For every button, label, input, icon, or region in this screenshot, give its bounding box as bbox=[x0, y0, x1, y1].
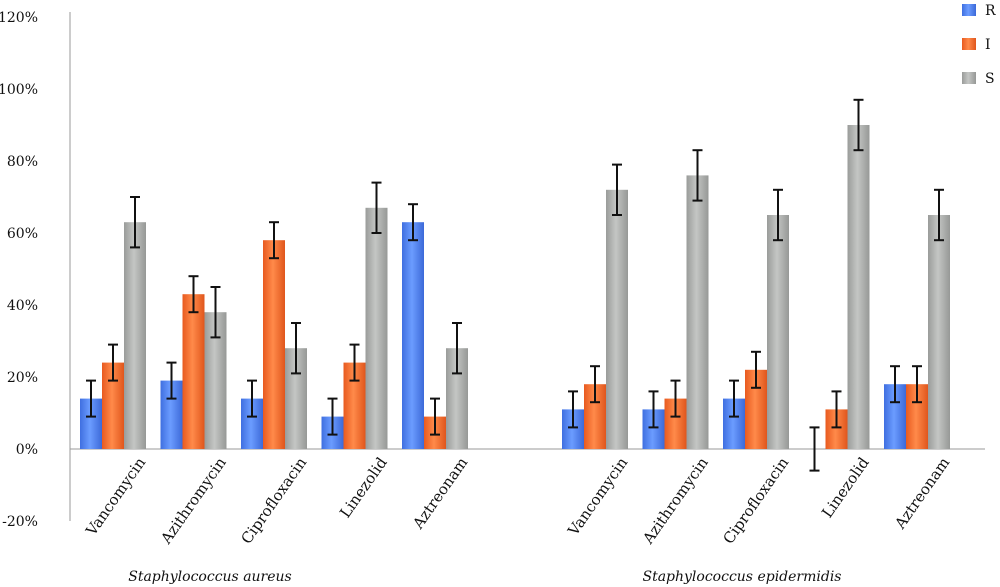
bar-R bbox=[642, 409, 665, 449]
bar-I bbox=[906, 384, 928, 449]
category-label: Azithromycin bbox=[639, 454, 712, 548]
y-tick-label: 60% bbox=[7, 226, 38, 242]
y-tick-label: 100% bbox=[0, 82, 38, 98]
legend-swatch-R bbox=[962, 4, 976, 16]
bar-I bbox=[664, 398, 687, 449]
group-label: Staphylococcus aureus bbox=[128, 569, 292, 585]
bar-S bbox=[928, 215, 950, 449]
legend: R I S bbox=[962, 3, 996, 87]
legend-label-R: R bbox=[985, 3, 996, 19]
error-bars bbox=[86, 98, 944, 472]
bar-S bbox=[606, 189, 628, 450]
bar-I bbox=[182, 294, 205, 449]
category-label: Linezolid bbox=[818, 454, 873, 522]
bar-S bbox=[124, 222, 146, 449]
bar-I bbox=[343, 362, 366, 449]
bar-S bbox=[285, 348, 307, 449]
category-label: Azithromycin bbox=[157, 454, 230, 548]
bar-S bbox=[365, 207, 388, 449]
legend-label-I: I bbox=[985, 37, 991, 53]
category-label: Ciprofloxacin bbox=[719, 454, 792, 548]
y-tick-label: 80% bbox=[7, 154, 38, 170]
y-tick-label: 20% bbox=[7, 370, 38, 386]
bar-I bbox=[825, 409, 848, 449]
legend-label-S: S bbox=[985, 71, 995, 87]
category-label: Linezolid bbox=[336, 454, 391, 522]
bar-R bbox=[723, 398, 745, 449]
y-tick-label: -20% bbox=[2, 514, 38, 530]
category-label: Aztreonam bbox=[891, 454, 954, 533]
bar-R bbox=[884, 384, 906, 449]
bar-R bbox=[402, 222, 424, 449]
legend-swatch-I bbox=[962, 38, 976, 50]
bar-R bbox=[241, 398, 263, 449]
bar-R bbox=[160, 380, 183, 449]
legend-swatch-S bbox=[962, 72, 976, 84]
category-label: Ciprofloxacin bbox=[237, 454, 310, 548]
bar-S bbox=[204, 312, 227, 449]
bar-S bbox=[446, 348, 468, 449]
bar-R bbox=[80, 398, 102, 449]
bar-S bbox=[686, 175, 709, 449]
category-label: Vancomycin bbox=[82, 454, 150, 540]
bar-I bbox=[745, 369, 767, 449]
y-tick-label: 0% bbox=[16, 442, 38, 458]
y-tick-label: 40% bbox=[7, 298, 38, 314]
y-tick-label: 120% bbox=[0, 10, 38, 26]
bar-S bbox=[847, 125, 870, 449]
bar-I bbox=[584, 384, 606, 449]
category-label: Aztreonam bbox=[409, 454, 472, 533]
bar-R bbox=[562, 409, 584, 449]
bar-I bbox=[102, 362, 124, 449]
bar-I bbox=[263, 240, 285, 449]
bar-S bbox=[767, 215, 789, 449]
category-label: Vancomycin bbox=[564, 454, 632, 540]
bars bbox=[80, 125, 950, 450]
group-label: Staphylococcus epidermidis bbox=[642, 569, 841, 585]
